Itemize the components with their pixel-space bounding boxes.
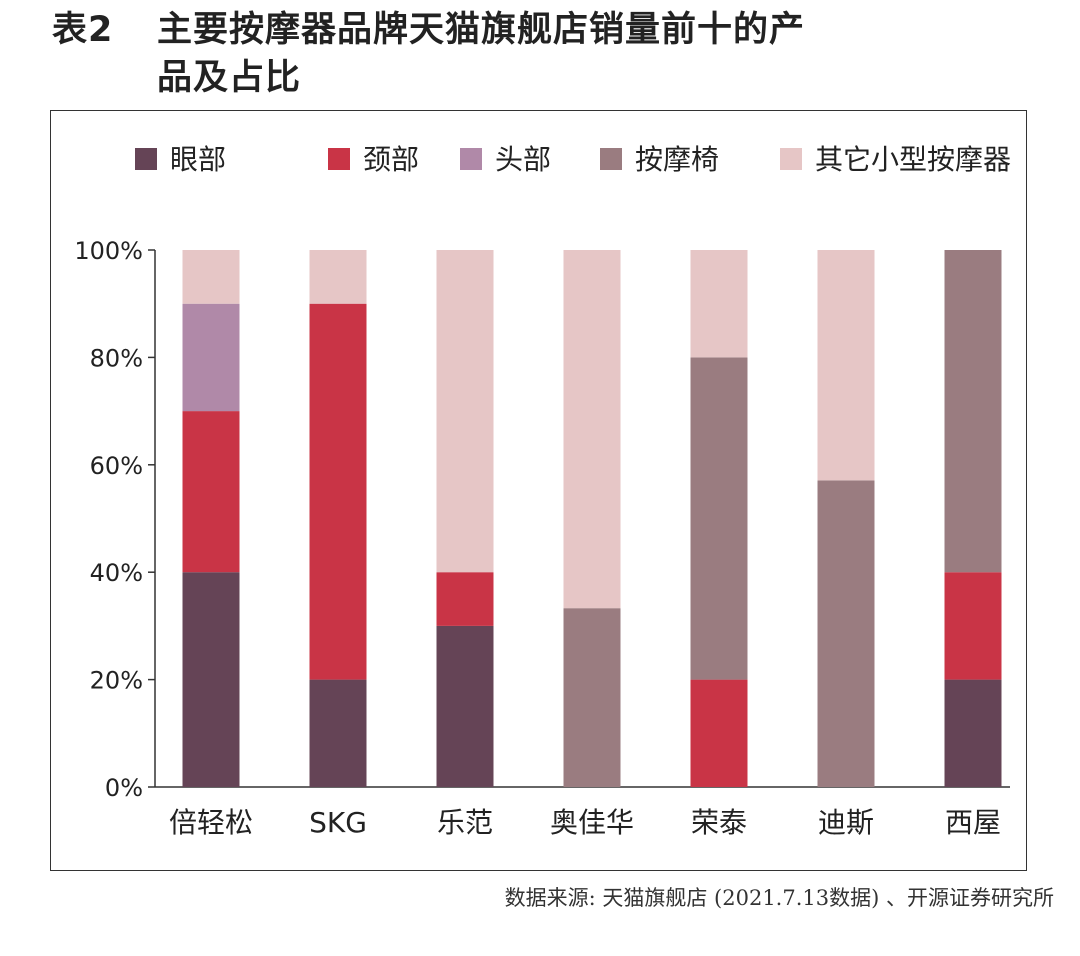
title-number: 表2 <box>52 10 114 50</box>
bar-segment <box>309 679 367 787</box>
chart-frame <box>50 110 1027 871</box>
bar-segment <box>690 250 748 358</box>
source-note: 数据来源: 天猫旗舰店 (2021.7.13数据) 、开源证券研究所 <box>504 886 1054 910</box>
bar-segment <box>436 572 494 626</box>
title-line-2: 品及占比 <box>157 58 302 98</box>
bar-segment <box>690 679 748 787</box>
y-tick-label: 0% <box>105 774 143 802</box>
legend-label: 头部 <box>495 143 551 176</box>
bar-segment <box>182 303 240 412</box>
y-tick-label: 100% <box>74 237 143 265</box>
legend-label: 按摩椅 <box>635 143 719 176</box>
legend-label: 眼部 <box>170 143 226 176</box>
bar-segment <box>563 250 621 609</box>
x-tick-label: 迪斯 <box>818 806 874 839</box>
y-tick-label: 80% <box>90 344 143 372</box>
bar-segment <box>944 572 1002 680</box>
bar-segment <box>817 250 875 481</box>
legend-swatch <box>460 148 482 170</box>
bar-segment <box>436 250 494 573</box>
title-line-1: 主要按摩器品牌天猫旗舰店销量前十的产 <box>157 10 806 50</box>
bar-segment <box>690 357 748 680</box>
chart-title: 表2 主要按摩器品牌天猫旗舰店销量前十的产 品及占比 <box>52 6 805 102</box>
legend-swatch <box>780 148 802 170</box>
bar-segment <box>436 625 494 787</box>
x-tick-label: 乐范 <box>437 806 493 839</box>
x-tick-label: SKG <box>309 806 367 839</box>
x-tick-label: 西屋 <box>945 806 1001 839</box>
bar-segment <box>182 250 240 304</box>
legend-label: 其它小型按摩器 <box>815 143 1011 176</box>
y-tick-label: 60% <box>90 452 143 480</box>
bar-segment <box>944 250 1002 573</box>
y-tick-label: 20% <box>90 667 143 695</box>
bar-segment <box>182 572 240 787</box>
x-tick-label: 荣泰 <box>691 806 747 839</box>
bar-segment <box>182 411 240 573</box>
bar-segment <box>309 250 367 304</box>
x-tick-label: 倍轻松 <box>169 806 253 839</box>
bar-segment <box>817 480 875 787</box>
legend-label: 颈部 <box>363 143 419 176</box>
x-tick-label: 奥佳华 <box>550 806 634 839</box>
y-tick-label: 40% <box>90 559 143 587</box>
legend-swatch <box>135 148 157 170</box>
bar-segment <box>944 679 1002 787</box>
legend-swatch <box>328 148 350 170</box>
legend-swatch <box>600 148 622 170</box>
bar-segment <box>309 303 367 680</box>
bar-segment <box>563 608 621 787</box>
